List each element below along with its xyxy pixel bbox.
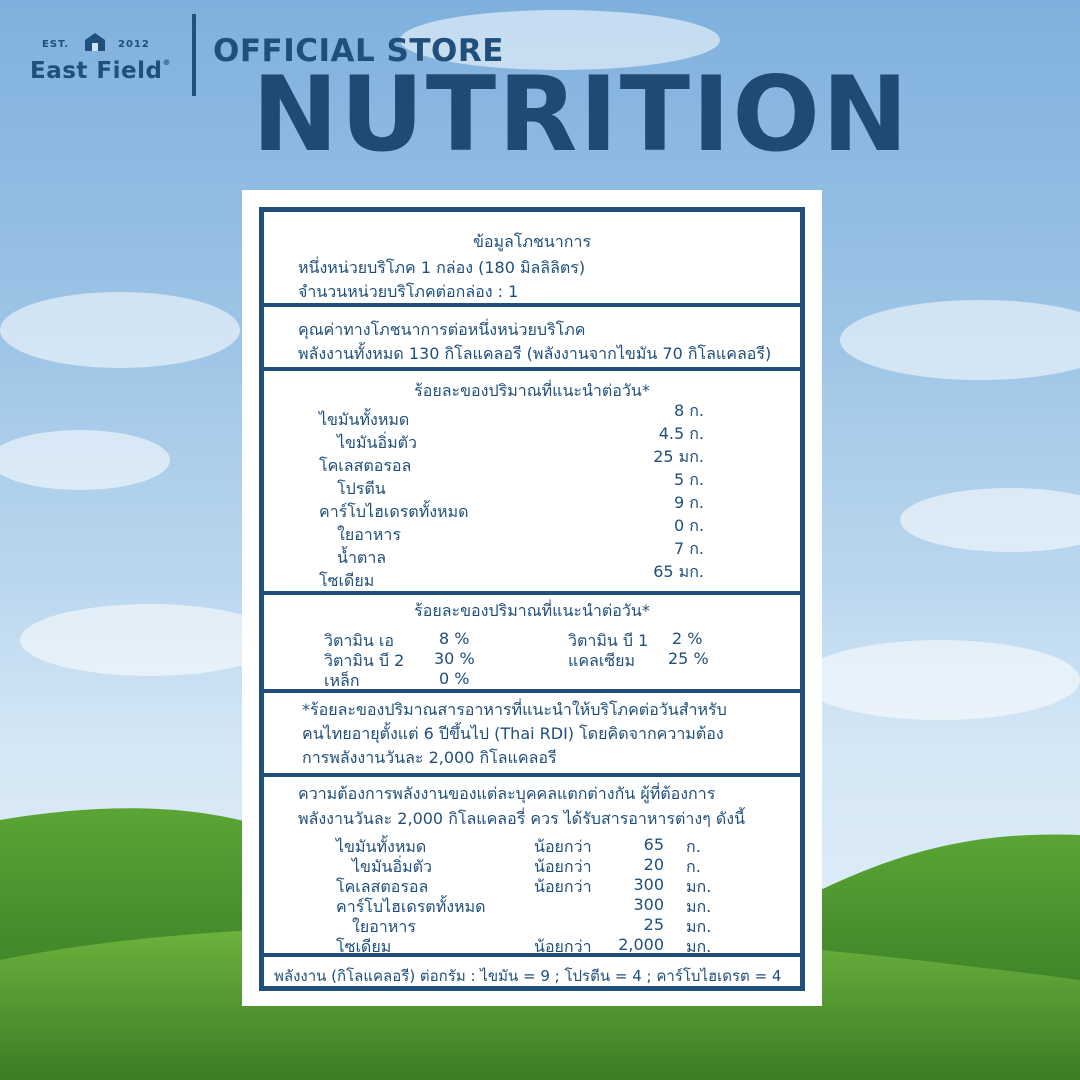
- nutrient-value: 25 มก.: [653, 447, 704, 466]
- daily-requirements-section: ความต้องการพลังงานของแต่ละบุคคลแตกต่างกั…: [264, 777, 800, 956]
- req-unit: ก.: [686, 837, 701, 856]
- req-amount: 20: [643, 855, 664, 874]
- vitamin-name: วิตามิน เอ: [324, 631, 395, 650]
- divider: [264, 689, 800, 693]
- req-qualifier: น้อยกว่า: [534, 937, 592, 956]
- logo-name: East Field®: [30, 58, 171, 84]
- energy-section: คุณค่าทางโภชนาการต่อหนึ่งหน่วยบริโภค พลั…: [264, 307, 800, 367]
- nutrient-value: 9 ก.: [673, 493, 704, 512]
- nutrient-name: โซเดียม: [319, 571, 375, 590]
- energy-per-gram-section: พลังงาน (กิโลแคลอรี) ต่อกรัม : ไขมัน = 9…: [264, 957, 800, 986]
- rdi-note-line: การพลังงานวันละ 2,000 กิโลแคลอรี: [302, 748, 557, 767]
- vitamin-name: วิตามิน บี 2: [324, 651, 405, 670]
- req-unit: มก.: [686, 877, 712, 896]
- req-nutrient: โคเลสตอรอล: [336, 877, 429, 896]
- vitamin-value: 2 %: [672, 629, 703, 648]
- nutrient-name: คาร์โบไฮเดรตทั้งหมด: [319, 502, 469, 521]
- house-icon: [85, 33, 105, 51]
- logo-est: EST.: [42, 39, 70, 50]
- req-amount: 300: [633, 875, 664, 894]
- req-unit: มก.: [686, 897, 712, 916]
- daily-value-section: ร้อยละของปริมาณที่แนะนำต่อวัน* ไขมันทั้ง…: [264, 371, 800, 591]
- divider: [264, 773, 800, 777]
- nutrient-name: โปรตีน: [337, 479, 386, 498]
- nutrient-name: น้ำตาล: [337, 548, 387, 567]
- requirements-intro: ความต้องการพลังงานของแต่ละบุคคลแตกต่างกั…: [298, 784, 716, 803]
- per-serving-label: คุณค่าทางโภชนาการต่อหนึ่งหน่วยบริโภค: [298, 320, 586, 339]
- divider: [264, 953, 800, 957]
- vitamin-name: เหล็ก: [324, 671, 360, 690]
- req-nutrient: คาร์โบไฮเดรตทั้งหมด: [336, 897, 486, 916]
- vitamin-name: แคลเซียม: [568, 651, 636, 670]
- nutrient-value: 65 มก.: [653, 562, 704, 581]
- nutrition-facts-label: ข้อมูลโภชนาการ หนึ่งหน่วยบริโภค 1 กล่อง …: [259, 207, 805, 991]
- rdi-note-section: *ร้อยละของปริมาณสารอาหารที่แนะนำให้บริโภ…: [264, 693, 800, 773]
- energy-per-gram: พลังงาน (กิโลแคลอรี) ต่อกรัม : ไขมัน = 9…: [274, 967, 782, 985]
- section-title: ร้อยละของปริมาณที่แนะนำต่อวัน*: [414, 381, 650, 400]
- header-divider: [192, 14, 196, 96]
- east-field-logo: EST. 2012 East Field®: [26, 26, 171, 96]
- req-qualifier: น้อยกว่า: [534, 877, 592, 896]
- vitamin-value: 8 %: [439, 629, 470, 648]
- official-store-label: OFFICIAL STORE: [213, 33, 504, 69]
- nutrient-name: โคเลสตอรอล: [319, 456, 412, 475]
- req-amount: 65: [643, 835, 664, 854]
- vitamins-section: ร้อยละของปริมาณที่แนะนำต่อวัน* วิตามิน เ…: [264, 595, 800, 690]
- req-amount: 2,000: [618, 935, 664, 954]
- vitamin-value: 25 %: [668, 649, 709, 668]
- page-title: NUTRITION: [252, 55, 911, 175]
- nutrient-value: 8 ก.: [673, 401, 704, 420]
- vitamin-value: 0 %: [439, 669, 470, 688]
- section-title: ข้อมูลโภชนาการ: [472, 232, 592, 251]
- rdi-note-line: *ร้อยละของปริมาณสารอาหารที่แนะนำให้บริโภ…: [302, 700, 727, 719]
- nutrient-name: ไขมันอิ่มตัว: [337, 433, 417, 452]
- serving-size: หนึ่งหน่วยบริโภค 1 กล่อง (180 มิลลิลิตร): [298, 258, 586, 277]
- req-nutrient: ไขมันอิ่มตัว: [352, 857, 432, 876]
- req-nutrient: โซเดียม: [336, 937, 392, 956]
- divider: [264, 367, 800, 371]
- total-energy: พลังงานทั้งหมด 130 กิโลแคลอรี (พลังงานจา…: [298, 344, 772, 363]
- servings-per-container: จำนวนหน่วยบริโภคต่อกล่อง : 1: [298, 282, 519, 301]
- req-unit: มก.: [686, 937, 712, 956]
- nutrient-value: 4.5 ก.: [658, 424, 704, 443]
- req-qualifier: น้อยกว่า: [534, 837, 592, 856]
- req-nutrient: ใยอาหาร: [352, 917, 416, 936]
- req-amount: 300: [633, 895, 664, 914]
- req-unit: มก.: [686, 917, 712, 936]
- req-nutrient: ไขมันทั้งหมด: [336, 837, 427, 856]
- req-amount: 25: [643, 915, 664, 934]
- logo-year: 2012: [118, 39, 150, 50]
- nutrient-name: ใยอาหาร: [337, 525, 401, 544]
- nutrient-name: ไขมันทั้งหมด: [319, 410, 410, 429]
- req-unit: ก.: [686, 857, 701, 876]
- divider: [264, 591, 800, 595]
- divider: [264, 303, 800, 307]
- nutrient-value: 5 ก.: [673, 470, 704, 489]
- rdi-note-line: คนไทยอายุตั้งแต่ 6 ปีขึ้นไป (Thai RDI) โ…: [302, 724, 724, 743]
- requirements-intro: พลังงานวันละ 2,000 กิโลแคลอรี่ ควร ได้รั…: [298, 809, 746, 828]
- vitamin-value: 30 %: [434, 649, 475, 668]
- section-title: ร้อยละของปริมาณที่แนะนำต่อวัน*: [414, 601, 650, 620]
- vitamin-name: วิตามิน บี 1: [568, 631, 649, 650]
- serving-info-section: ข้อมูลโภชนาการ หนึ่งหน่วยบริโภค 1 กล่อง …: [264, 212, 800, 302]
- nutrient-value: 0 ก.: [673, 516, 704, 535]
- req-qualifier: น้อยกว่า: [534, 857, 592, 876]
- nutrient-value: 7 ก.: [673, 539, 704, 558]
